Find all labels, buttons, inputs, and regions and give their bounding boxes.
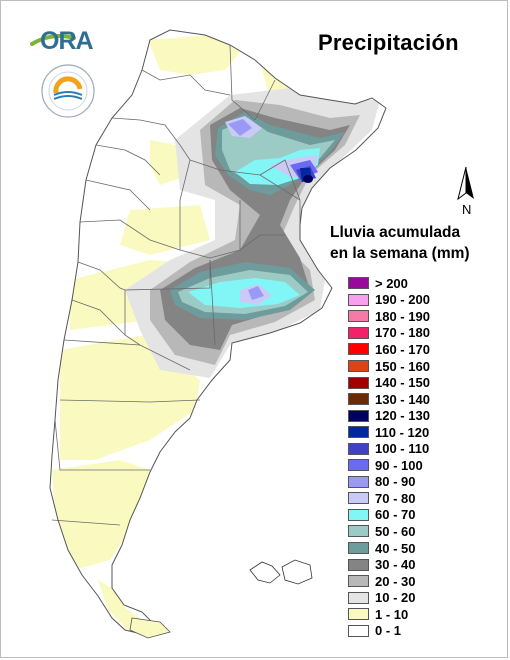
legend-item: 170 - 180: [348, 325, 430, 342]
legend-label: 30 - 40: [375, 557, 416, 573]
legend-swatch: [348, 459, 369, 472]
legend-item: 140 - 150: [348, 374, 430, 391]
legend-swatch: [348, 409, 369, 422]
legend-swatch: [348, 624, 369, 637]
legend-label: 20 - 30: [375, 573, 416, 589]
legend-swatch: [348, 542, 369, 555]
legend-item: 130 - 140: [348, 391, 430, 408]
legend-label: 0 - 1: [375, 623, 402, 639]
legend-item: > 200: [348, 275, 430, 292]
province-borders: [51, 44, 301, 526]
north-arrow-icon: [457, 166, 474, 201]
legend: > 200 190 - 200 180 - 190 170 - 180 160 - 17…: [348, 275, 430, 639]
country-border: [49, 29, 387, 637]
legend-label: 90 - 100: [375, 457, 423, 473]
legend-label: 130 - 140: [375, 391, 430, 407]
legend-item: 70 - 80: [348, 490, 430, 507]
legend-label: 190 - 200: [375, 292, 430, 308]
map-title: Precipitación: [318, 30, 459, 55]
legend-item: 40 - 50: [348, 540, 430, 557]
precipitation-bands: [52, 35, 380, 632]
legend-label: 60 - 70: [375, 507, 416, 523]
legend-item: 1 - 10: [348, 606, 430, 623]
legend-item: 80 - 90: [348, 474, 430, 491]
legend-swatch: [348, 326, 369, 339]
legend-swatch: [348, 426, 369, 439]
legend-swatch: [348, 492, 369, 505]
legend-item: 120 - 130: [348, 407, 430, 424]
legend-label: 180 - 190: [375, 308, 430, 324]
legend-item: 110 - 120: [348, 424, 430, 441]
legend-item: 50 - 60: [348, 523, 430, 540]
legend-swatch: [348, 525, 369, 538]
legend-label: 150 - 160: [375, 358, 430, 374]
legend-item: 60 - 70: [348, 507, 430, 524]
legend-swatch: [348, 310, 369, 323]
legend-label: 160 - 170: [375, 341, 430, 357]
legend-swatch: [348, 293, 369, 306]
legend-item: 10 - 20: [348, 589, 430, 606]
legend-label: 110 - 120: [375, 424, 430, 440]
legend-item: 30 - 40: [348, 556, 430, 573]
legend-swatch: [348, 575, 369, 588]
legend-swatch: [348, 558, 369, 571]
legend-label: 100 - 110: [375, 441, 430, 457]
legend-item: 150 - 160: [348, 358, 430, 375]
legend-label: 40 - 50: [375, 540, 416, 556]
legend-swatch: [348, 376, 369, 389]
legend-swatch: [348, 508, 369, 521]
legend-swatch: [348, 393, 369, 406]
legend-swatch: [348, 591, 369, 604]
legend-item: 90 - 100: [348, 457, 430, 474]
legend-title-line1: Lluvia acumulada: [330, 224, 461, 241]
legend-label: 70 - 80: [375, 490, 416, 506]
logo-text: ORA: [40, 27, 94, 55]
legend-item: 0 - 1: [348, 622, 430, 639]
legend-swatch: [348, 475, 369, 488]
legend-title: Lluvia acumulada en la semana (mm): [330, 222, 500, 264]
legend-title-line2: en la semana (mm): [330, 245, 470, 262]
legend-item: 160 - 170: [348, 341, 430, 358]
legend-label: 1 - 10: [375, 606, 409, 622]
legend-swatch: [348, 442, 369, 455]
legend-item: 20 - 30: [348, 573, 430, 590]
legend-item: 190 - 200: [348, 292, 430, 309]
legend-swatch: [348, 343, 369, 356]
legend-label: 10 - 20: [375, 590, 416, 606]
legend-swatch: [348, 360, 369, 372]
legend-item: 100 - 110: [348, 440, 430, 457]
logo-swoosh-icon: [30, 34, 76, 46]
legend-swatch: [348, 608, 369, 621]
malvinas-islands: [249, 559, 313, 585]
legend-label: 170 - 180: [375, 325, 430, 341]
legend-swatch: [348, 277, 369, 290]
legend-label: 80 - 90: [375, 474, 416, 490]
north-label: N: [462, 202, 472, 217]
legend-item: 180 - 190: [348, 308, 430, 325]
legend-label: 50 - 60: [375, 523, 416, 539]
tierra-del-fuego: [129, 617, 171, 639]
legend-label: 120 - 130: [375, 408, 430, 424]
legend-label: 140 - 150: [375, 375, 430, 391]
institution-seal-icon: [41, 64, 95, 118]
legend-label: > 200: [375, 275, 408, 291]
